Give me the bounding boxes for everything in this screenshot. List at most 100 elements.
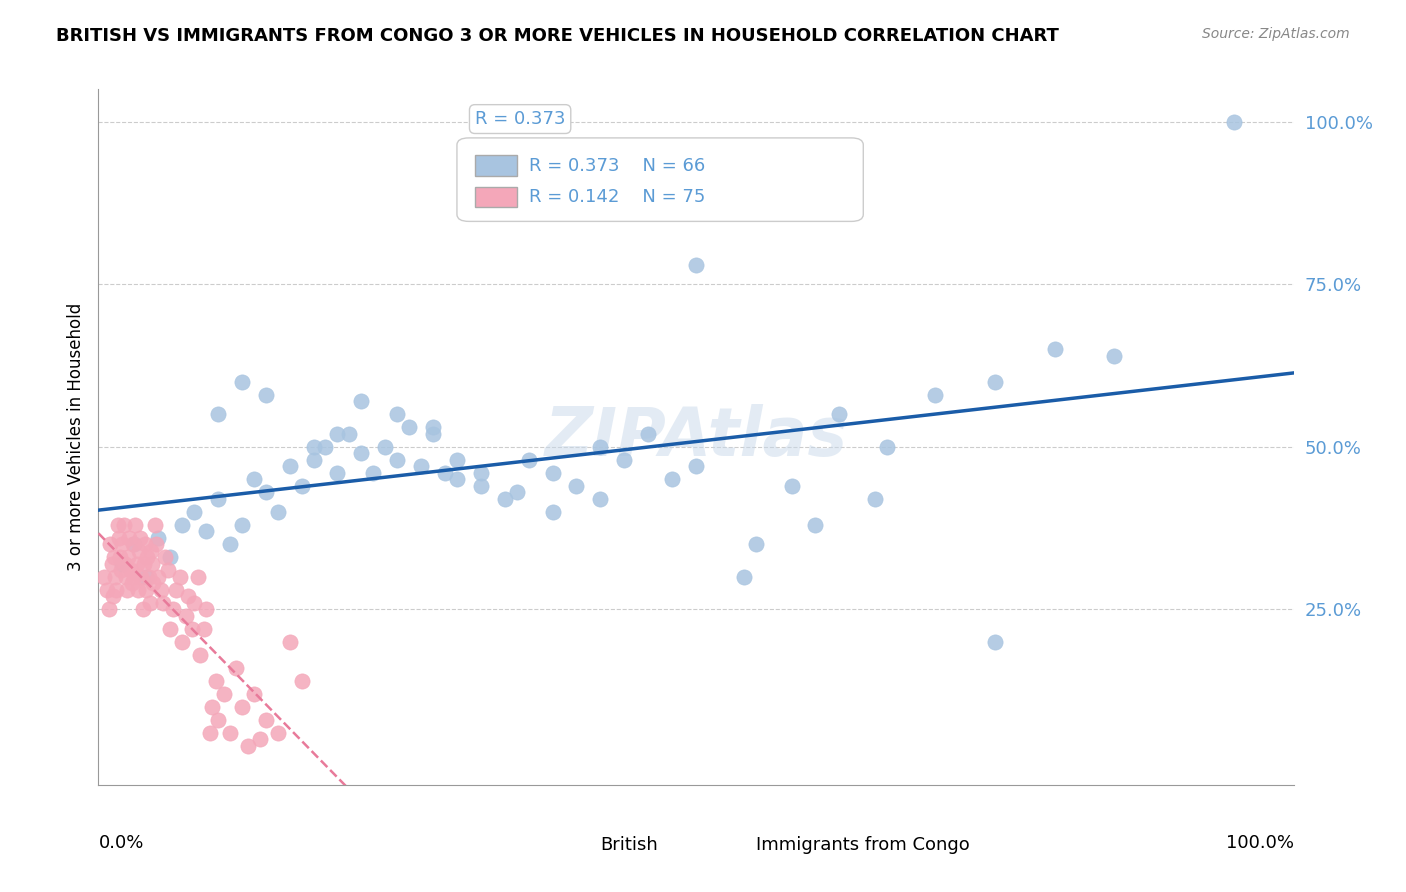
Point bbox=[114, 557, 136, 571]
Text: Immigrants from Congo: Immigrants from Congo bbox=[756, 837, 970, 855]
Point bbox=[187, 570, 209, 584]
Point bbox=[828, 407, 851, 421]
Point bbox=[204, 673, 226, 688]
Point bbox=[162, 602, 184, 616]
Point bbox=[565, 479, 588, 493]
Point bbox=[188, 648, 211, 662]
Y-axis label: 3 or more Vehicles in Household: 3 or more Vehicles in Household bbox=[66, 303, 84, 571]
Text: R = 0.373    N = 66: R = 0.373 N = 66 bbox=[529, 157, 704, 175]
Point bbox=[1104, 349, 1126, 363]
Point bbox=[243, 687, 266, 701]
Point bbox=[96, 582, 118, 597]
Point bbox=[254, 485, 277, 500]
Point bbox=[398, 420, 420, 434]
Point bbox=[506, 485, 529, 500]
FancyBboxPatch shape bbox=[475, 155, 517, 177]
Point bbox=[141, 557, 163, 571]
Point bbox=[363, 466, 385, 480]
Point bbox=[326, 466, 349, 480]
Text: 0.0%: 0.0% bbox=[98, 834, 143, 852]
FancyBboxPatch shape bbox=[720, 837, 749, 855]
Point bbox=[145, 537, 167, 551]
Point bbox=[111, 557, 134, 571]
Point bbox=[125, 557, 148, 571]
Point bbox=[517, 453, 540, 467]
Point bbox=[865, 491, 887, 506]
Point bbox=[207, 491, 229, 506]
Point bbox=[470, 479, 492, 493]
Point bbox=[117, 550, 139, 565]
Point bbox=[326, 426, 349, 441]
Point bbox=[104, 570, 127, 584]
Point bbox=[120, 563, 142, 577]
Point bbox=[661, 472, 683, 486]
Point bbox=[128, 544, 150, 558]
Point bbox=[172, 517, 194, 532]
Point bbox=[183, 596, 205, 610]
Point bbox=[494, 491, 516, 506]
Point bbox=[135, 582, 157, 597]
Point bbox=[143, 517, 166, 532]
Point bbox=[138, 570, 160, 584]
Point bbox=[165, 582, 187, 597]
Point bbox=[422, 426, 444, 441]
Point bbox=[422, 420, 444, 434]
Point bbox=[411, 459, 433, 474]
Point bbox=[177, 590, 200, 604]
Point bbox=[103, 550, 125, 565]
Point bbox=[101, 590, 124, 604]
Point bbox=[98, 537, 122, 551]
Point bbox=[115, 570, 138, 584]
Point bbox=[107, 531, 129, 545]
Point bbox=[183, 505, 205, 519]
Point bbox=[804, 517, 827, 532]
Point bbox=[121, 576, 143, 591]
Point bbox=[169, 570, 191, 584]
Point bbox=[350, 394, 373, 409]
Point bbox=[93, 570, 115, 584]
Point bbox=[124, 570, 146, 584]
Point bbox=[745, 537, 768, 551]
Point bbox=[254, 388, 277, 402]
Point bbox=[195, 524, 218, 539]
Point bbox=[219, 537, 242, 551]
Text: BRITISH VS IMMIGRANTS FROM CONGO 3 OR MORE VEHICLES IN HOUSEHOLD CORRELATION CHA: BRITISH VS IMMIGRANTS FROM CONGO 3 OR MO… bbox=[56, 27, 1059, 45]
Point bbox=[685, 459, 707, 474]
Point bbox=[267, 505, 290, 519]
Point bbox=[129, 531, 152, 545]
Point bbox=[207, 713, 229, 727]
Point bbox=[350, 446, 373, 460]
Text: R = 0.142    N = 75: R = 0.142 N = 75 bbox=[529, 188, 704, 206]
Point bbox=[374, 440, 396, 454]
Point bbox=[112, 517, 135, 532]
Point bbox=[212, 687, 235, 701]
Point bbox=[302, 453, 325, 467]
Point bbox=[541, 466, 564, 480]
Point bbox=[589, 440, 612, 454]
Point bbox=[219, 726, 242, 740]
Point bbox=[291, 479, 314, 493]
Text: British: British bbox=[600, 837, 658, 855]
Point bbox=[637, 426, 659, 441]
Point bbox=[159, 550, 181, 565]
Point bbox=[135, 570, 157, 584]
Point bbox=[195, 602, 218, 616]
Point bbox=[1043, 343, 1066, 357]
Point bbox=[876, 440, 898, 454]
Point bbox=[148, 570, 170, 584]
Point bbox=[139, 544, 162, 558]
Text: R = 0.373: R = 0.373 bbox=[475, 110, 565, 128]
Point bbox=[142, 576, 165, 591]
Point bbox=[100, 557, 122, 571]
Point bbox=[156, 563, 179, 577]
Point bbox=[254, 713, 277, 727]
Point bbox=[132, 557, 155, 571]
Point bbox=[613, 453, 636, 467]
Point bbox=[291, 673, 314, 688]
Text: ZIPAtlas: ZIPAtlas bbox=[544, 404, 848, 470]
Point bbox=[155, 550, 177, 565]
Point bbox=[180, 622, 202, 636]
Text: Source: ZipAtlas.com: Source: ZipAtlas.com bbox=[1202, 27, 1350, 41]
Point bbox=[115, 582, 138, 597]
Point bbox=[207, 407, 229, 421]
